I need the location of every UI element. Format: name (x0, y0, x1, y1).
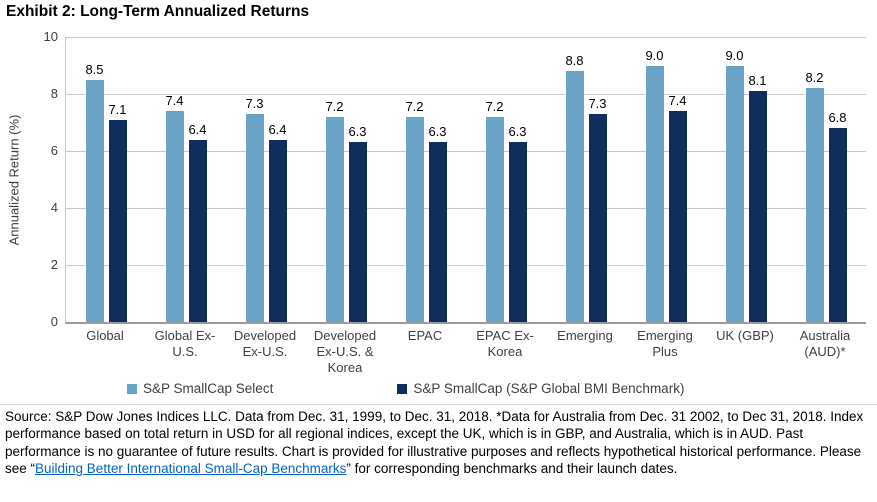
y-tick-label-0: 0 (50, 314, 58, 329)
source-text: Source: S&P Dow Jones Indices LLC. Data … (5, 408, 869, 478)
legend-swatch-smallcap-select (127, 383, 137, 394)
legend-swatch-smallcap-bmi (397, 383, 408, 394)
x-axis-label-australia-aud-: Australia (AUD)* (799, 328, 851, 359)
source-text-after-link: ” for corresponding benchmarks and their… (346, 461, 678, 477)
gridline-2 (66, 265, 866, 266)
bar-value-label: 6.4 (268, 121, 287, 137)
bar-series0-emerging (565, 71, 584, 322)
bar-series1-australia-aud- (828, 128, 847, 322)
x-axis-label-global: Global (86, 328, 124, 343)
bar-value-label: 7.2 (405, 98, 424, 114)
y-axis-title: Annualized Return (%) (6, 114, 22, 246)
bar-value-label: 6.3 (348, 124, 367, 140)
bar-value-label: 6.8 (828, 110, 847, 126)
bar-series1-emerging (588, 113, 607, 322)
bar-series0-australia-aud- (805, 88, 824, 322)
bar-value-label: 9.0 (725, 47, 744, 63)
x-axis-label-developed-ex-u-s-korea: Developed Ex-U.S. & Korea (313, 328, 377, 375)
x-axis-label-developed-ex-u-s-: Developed Ex-U.S. (233, 328, 297, 359)
bar-series1-developed-ex-u-s- (268, 139, 287, 322)
gridline-10 (66, 37, 866, 38)
x-axis-label-epac-ex-korea: EPAC Ex-Korea (476, 328, 534, 359)
bar-series0-global-ex-u-s- (165, 111, 184, 322)
bar-series0-developed-ex-u-s- (245, 113, 264, 322)
gridline-4 (66, 208, 866, 209)
gridline-6 (66, 151, 866, 152)
bar-value-label: 7.4 (165, 93, 184, 109)
bar-value-label: 7.2 (485, 98, 504, 114)
bar-value-label: 6.3 (428, 124, 447, 140)
gridline-8 (66, 94, 866, 95)
y-tick-label-4: 4 (50, 200, 58, 215)
bar-series0-uk-gbp- (725, 65, 744, 322)
bar-series0-developed-ex-u-s-korea (325, 116, 344, 322)
bar-series0-epac-ex-korea (485, 116, 504, 322)
bar-value-label: 9.0 (645, 47, 664, 63)
chart-title: Exhibit 2: Long-Term Annualized Returns (6, 3, 310, 20)
bar-value-label: 6.3 (508, 124, 527, 140)
legend-item-smallcap-bmi: S&P SmallCap (S&P Global BMI Benchmark) (397, 381, 684, 396)
y-tick-label-6: 6 (50, 143, 58, 158)
x-axis-label-emerging-plus: Emerging Plus (637, 328, 693, 359)
x-axis-labels: Global Global Ex-U.S. Developed Ex-U.S. Dev… (65, 328, 865, 376)
bar-series1-emerging-plus (668, 111, 687, 322)
bar-value-label: 8.8 (565, 53, 584, 69)
bar-series1-epac-ex-korea (508, 142, 527, 322)
y-tick-label-8: 8 (50, 86, 58, 101)
source-text-before-link: Source: S&P Dow Jones Indices LLC. Data … (5, 409, 864, 477)
x-axis-label-global-ex-u-s-: Global Ex-U.S. (154, 328, 216, 359)
legend: S&P SmallCap Select S&P SmallCap (S&P Gl… (127, 381, 684, 396)
bar-series0-global (85, 79, 104, 322)
legend-label-smallcap-select: S&P SmallCap Select (143, 381, 274, 396)
bar-value-label: 7.1 (108, 101, 127, 117)
bar-value-label: 8.1 (748, 73, 767, 89)
footer-divider (0, 404, 877, 405)
bar-series1-global-ex-u-s- (188, 139, 207, 322)
bar-series1-epac (428, 142, 447, 322)
bar-value-label: 6.4 (188, 121, 207, 137)
bar-value-label: 7.2 (325, 98, 344, 114)
x-axis-label-epac: EPAC (407, 328, 443, 343)
bar-series1-developed-ex-u-s-korea (348, 142, 367, 322)
x-axis-label-emerging: Emerging (557, 328, 613, 343)
bar-series1-uk-gbp- (748, 91, 767, 322)
bar-series0-epac (405, 116, 424, 322)
legend-item-smallcap-select: S&P SmallCap Select (127, 381, 273, 396)
bar-value-label: 7.3 (245, 95, 264, 111)
x-axis-label-uk-gbp-: UK (GBP) (716, 328, 774, 343)
benchmarks-link[interactable]: Building Better International Small-Cap … (35, 461, 347, 477)
bar-value-label: 8.2 (805, 70, 824, 86)
bar-value-label: 7.4 (668, 93, 687, 109)
legend-label-smallcap-bmi: S&P SmallCap (S&P Global BMI Benchmark) (413, 381, 685, 396)
bar-series1-global (108, 119, 127, 322)
plot-area: 8.5 7.1 7.4 6.4 7.3 6.4 7.2 6.3 7.2 6.3 7.2 6.3 8.8 7… (65, 37, 866, 324)
y-tick-label-2: 2 (50, 257, 58, 272)
bar-value-label: 7.3 (588, 95, 607, 111)
bar-series0-emerging-plus (645, 65, 664, 322)
bar-value-label: 8.5 (85, 61, 104, 77)
y-tick-label-10: 10 (43, 29, 58, 44)
